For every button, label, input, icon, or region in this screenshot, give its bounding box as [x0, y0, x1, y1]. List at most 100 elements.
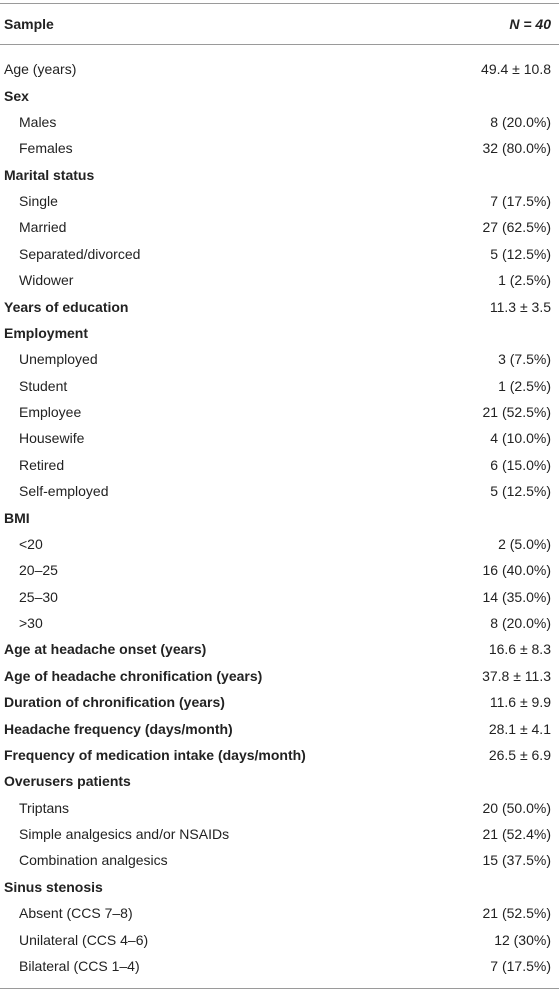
row-value: 1 (2.5%) — [498, 272, 551, 289]
row-label: Self-employed — [19, 483, 109, 500]
table-row: Employment — [0, 320, 559, 346]
row-label: Females — [19, 140, 73, 157]
row-value: 28.1 ± 4.1 — [488, 720, 551, 737]
row-label: Employee — [19, 404, 82, 421]
row-value: 3 (7.5%) — [498, 351, 551, 368]
table-row: Married 27 (62.5%) — [0, 214, 559, 240]
table-row: Triptans 20 (50.0%) — [0, 795, 559, 821]
table-row: Employee 21 (52.5%) — [0, 399, 559, 425]
table-row: Frequency of medication intake (days/mon… — [0, 742, 559, 768]
row-label: Combination analgesics — [19, 852, 168, 869]
table-row: 20–25 16 (40.0%) — [0, 557, 559, 583]
row-label: Retired — [19, 456, 65, 473]
row-value: 5 (12.5%) — [490, 483, 551, 500]
row-label: Unilateral (CCS 4–6) — [19, 931, 149, 948]
row-value: 2 (5.0%) — [498, 535, 551, 552]
row-value: 27 (62.5%) — [482, 219, 551, 236]
table-row: Age of headache chronification (years) 37… — [0, 663, 559, 689]
row-value: 1 (2.5%) — [498, 377, 551, 394]
row-value: 15 (37.5%) — [482, 852, 551, 869]
table-row: BMI — [0, 504, 559, 530]
table-row: Housewife 4 (10.0%) — [0, 425, 559, 451]
row-value: 32 (80.0%) — [482, 140, 551, 157]
row-label: 20–25 — [19, 562, 58, 579]
row-label: Sex — [4, 87, 29, 104]
row-label: Years of education — [4, 298, 129, 315]
row-value: 6 (15.0%) — [490, 456, 551, 473]
table-row: Widower 1 (2.5%) — [0, 267, 559, 293]
table-row: Separated/divorced 5 (12.5%) — [0, 241, 559, 267]
row-value: 4 (10.0%) — [490, 430, 551, 447]
table-row: Sex — [0, 82, 559, 108]
table-row: <20 2 (5.0%) — [0, 531, 559, 557]
row-value: 21 (52.5%) — [482, 404, 551, 421]
row-label: Sinus stenosis — [4, 878, 103, 895]
row-value: 26.5 ± 6.9 — [488, 746, 551, 763]
row-value: 5 (12.5%) — [490, 245, 551, 262]
table-row: Overusers patients — [0, 768, 559, 794]
row-label: Headache frequency (days/month) — [4, 720, 233, 737]
table-row: Absent (CCS 7–8) 21 (52.5%) — [0, 900, 559, 926]
table-row: Bilateral (CCS 1–4) 7 (17.5%) — [0, 953, 559, 979]
table-row: Single 7 (17.5%) — [0, 188, 559, 214]
table-row: Student 1 (2.5%) — [0, 373, 559, 399]
table-row: Unilateral (CCS 4–6) 12 (30%) — [0, 926, 559, 952]
row-label: Housewife — [19, 430, 85, 447]
table-row: 25–30 14 (35.0%) — [0, 584, 559, 610]
row-label: Age at headache onset (years) — [4, 641, 207, 658]
table-row: Unemployed 3 (7.5%) — [0, 346, 559, 372]
row-value: 21 (52.5%) — [482, 905, 551, 922]
row-label: Married — [19, 219, 67, 236]
table-row: Marital status — [0, 162, 559, 188]
row-value: 7 (17.5%) — [490, 193, 551, 210]
row-label: Triptans — [19, 799, 70, 816]
row-value: 11.6 ± 9.9 — [489, 694, 551, 711]
table-header: Sample N = 40 — [0, 4, 559, 45]
row-label: Student — [19, 377, 68, 394]
row-label: <20 — [19, 535, 43, 552]
row-value: 12 (30%) — [494, 931, 551, 948]
table-row: Age (years) 49.4 ± 10.8 — [0, 56, 559, 82]
row-value: 21 (52.4%) — [482, 826, 551, 843]
row-value: 37.8 ± 11.3 — [482, 667, 551, 684]
row-value: 16 (40.0%) — [482, 562, 551, 579]
row-label: Duration of chronification (years) — [4, 694, 225, 711]
table-row: Years of education 11.3 ± 3.5 — [0, 293, 559, 319]
row-label: Unemployed — [19, 351, 98, 368]
row-label: >30 — [19, 615, 43, 632]
row-value: 49.4 ± 10.8 — [481, 61, 551, 78]
row-label: Bilateral (CCS 1–4) — [19, 957, 140, 974]
row-label: Single — [19, 193, 58, 210]
table: Sample N = 40 Age (years) 49.4 ± 10.8 Sex M… — [0, 3, 559, 990]
header-cell: N = 40 — [509, 16, 551, 32]
row-label: Simple analgesics and/or NSAIDs — [19, 826, 230, 843]
row-value: 8 (20.0%) — [490, 113, 551, 130]
row-value: 8 (20.0%) — [490, 615, 551, 632]
row-label: Marital status — [4, 166, 95, 183]
row-label: Males — [19, 113, 57, 130]
row-label: Employment — [4, 324, 89, 341]
row-value: 14 (35.0%) — [482, 588, 551, 605]
table-row: Simple analgesics and/or NSAIDs 21 (52.4%… — [0, 821, 559, 847]
row-label: Age (years) — [4, 61, 77, 78]
table-row: Headache frequency (days/month) 28.1 ± 4.… — [0, 715, 559, 741]
table-row: Sinus stenosis — [0, 874, 559, 900]
row-label: Separated/divorced — [19, 245, 141, 262]
row-value: 11.3 ± 3.5 — [489, 298, 551, 315]
row-label: 25–30 — [19, 588, 58, 605]
table-row: Combination analgesics 15 (37.5%) — [0, 847, 559, 873]
row-label: Overusers patients — [4, 773, 131, 790]
row-value: 16.6 ± 8.3 — [488, 641, 551, 658]
row-label: Widower — [19, 272, 74, 289]
row-label: BMI — [4, 509, 30, 526]
table-row: Females 32 (80.0%) — [0, 135, 559, 161]
row-value: 20 (50.0%) — [482, 799, 551, 816]
row-label: Age of headache chronification (years) — [4, 667, 263, 684]
header-cell: Sample — [4, 16, 54, 32]
table-body: Age (years) 49.4 ± 10.8 Sex Males 8 (20.0%) F… — [0, 45, 559, 988]
table-row: Self-employed 5 (12.5%) — [0, 478, 559, 504]
row-label: Absent (CCS 7–8) — [19, 905, 133, 922]
row-label: Frequency of medication intake (days/mon… — [4, 746, 306, 763]
table-row: Retired 6 (15.0%) — [0, 452, 559, 478]
